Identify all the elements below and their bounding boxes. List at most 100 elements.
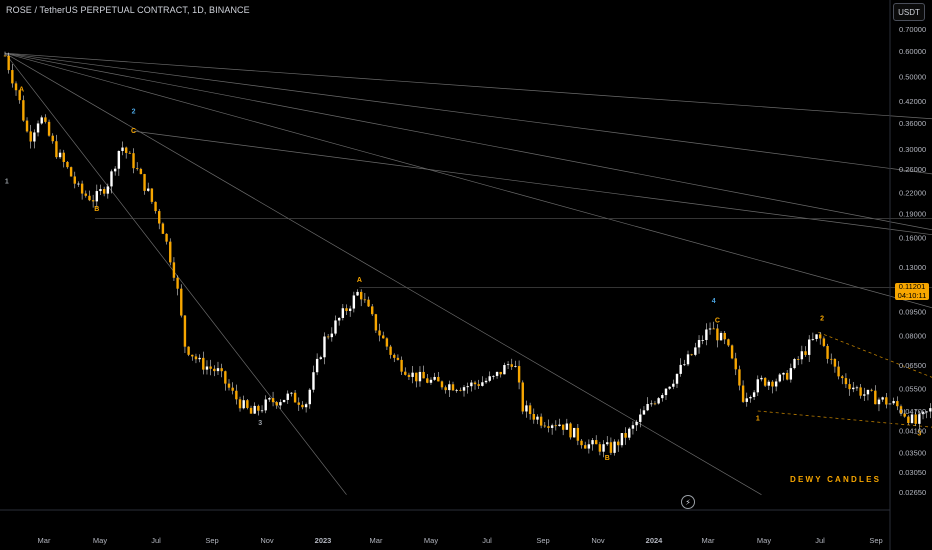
candle-body xyxy=(510,364,513,367)
wave-label: 3 xyxy=(917,431,921,438)
candle-body xyxy=(444,387,447,391)
candle-body xyxy=(11,70,14,84)
candle-body xyxy=(727,339,730,346)
last-price-tag: 0.11201 04:10:11 xyxy=(895,282,929,300)
candle-body xyxy=(477,384,480,386)
candle-body xyxy=(642,410,646,415)
candle-body xyxy=(756,379,759,393)
x-tick-label: 2023 xyxy=(315,536,332,545)
x-tick-label: Jul xyxy=(482,536,492,545)
candle-body xyxy=(7,55,10,71)
candle-body xyxy=(495,371,499,376)
candle-body xyxy=(708,328,712,330)
chart-title: ROSE / TetherUS PERPETUAL CONTRACT, 1D, … xyxy=(6,5,250,15)
y-tick-label: 0.13000 xyxy=(899,263,926,272)
y-tick-label: 0.09500 xyxy=(899,307,926,316)
trendline xyxy=(4,52,932,120)
y-tick-label: 0.70000 xyxy=(899,25,926,34)
candle-body xyxy=(870,389,873,391)
candle-body xyxy=(84,193,87,196)
y-tick-label: 0.02650 xyxy=(899,488,926,497)
candle-body xyxy=(139,168,143,175)
wave-label: C xyxy=(131,128,136,135)
candle-body xyxy=(25,120,29,132)
candle-body xyxy=(855,387,859,389)
candle-body xyxy=(664,388,668,396)
candle-body xyxy=(481,382,484,386)
candle-body xyxy=(95,191,99,202)
candle-body xyxy=(492,375,495,377)
candle-body xyxy=(819,334,822,339)
candle-body xyxy=(40,117,43,124)
candle-body xyxy=(169,241,172,263)
wave-label: 1 xyxy=(5,178,9,185)
candle-body xyxy=(455,389,458,391)
candle-body xyxy=(124,147,128,153)
candle-body xyxy=(128,152,132,154)
candle-body xyxy=(602,444,605,452)
candle-body xyxy=(899,406,903,414)
candle-body xyxy=(646,403,649,411)
trendline-fan xyxy=(4,52,932,495)
candle-body xyxy=(378,330,381,336)
y-tick-label: 0.19000 xyxy=(899,209,926,218)
y-tick-label: 0.26000 xyxy=(899,165,926,174)
candle-body xyxy=(359,291,363,300)
candle-body xyxy=(91,200,95,202)
candle-body xyxy=(99,189,102,192)
candle-body xyxy=(826,345,829,359)
channel-line xyxy=(818,331,932,378)
candle-body xyxy=(583,445,587,449)
candle-body xyxy=(804,351,807,355)
candle-body xyxy=(881,397,884,400)
candle-body xyxy=(102,189,106,194)
candle-body xyxy=(499,371,502,375)
watermark-brand: DEWY CANDLES xyxy=(790,475,882,484)
candle-body xyxy=(198,357,201,360)
candle-body xyxy=(572,427,576,438)
candle-body xyxy=(205,366,209,370)
candle-body xyxy=(763,377,767,386)
candle-body xyxy=(62,152,65,162)
candle-body xyxy=(451,384,455,391)
candle-body xyxy=(213,368,216,372)
candle-body xyxy=(885,397,888,405)
candle-body xyxy=(796,359,800,360)
candle-body xyxy=(903,413,906,417)
candle-body xyxy=(686,354,690,365)
candle-body xyxy=(341,308,345,318)
candle-body xyxy=(863,394,866,396)
candle-body xyxy=(741,385,745,402)
candle-body xyxy=(290,392,293,394)
y-tick-label: 0.60000 xyxy=(899,47,926,56)
candle-body xyxy=(591,440,594,445)
trendline xyxy=(133,130,932,236)
candle-body xyxy=(914,414,917,424)
candle-body xyxy=(297,402,300,405)
candle-body xyxy=(51,135,54,142)
candle-body xyxy=(620,433,624,446)
candle-body xyxy=(33,132,36,142)
x-tick-label: May xyxy=(93,536,107,545)
candle-body xyxy=(326,336,330,338)
candle-body xyxy=(874,390,877,405)
candle-body xyxy=(528,405,532,415)
candle-body xyxy=(345,308,348,311)
x-tick-label: May xyxy=(757,536,771,545)
candle-body xyxy=(830,358,833,360)
candle-body xyxy=(260,410,264,412)
candle-body xyxy=(150,188,154,202)
candle-body xyxy=(426,378,429,383)
currency-unit-button[interactable]: USDT xyxy=(893,3,925,21)
candle-body xyxy=(866,389,870,395)
candle-body xyxy=(925,411,928,413)
candle-body xyxy=(462,387,466,391)
candle-body xyxy=(415,372,418,382)
candle-body xyxy=(113,168,117,172)
candle-body xyxy=(767,381,771,386)
candle-body xyxy=(907,416,910,423)
candle-body xyxy=(877,399,881,405)
lightning-icon[interactable]: ⚡ xyxy=(681,495,695,509)
y-tick-label: 0.16000 xyxy=(899,234,926,243)
